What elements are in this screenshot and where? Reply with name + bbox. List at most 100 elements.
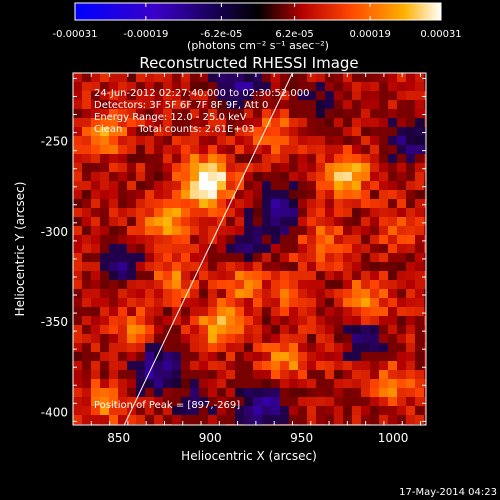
heatmap-cell xyxy=(271,136,281,146)
heatmap-cell xyxy=(127,190,137,200)
heatmap-cell xyxy=(388,316,398,326)
heatmap-cell xyxy=(109,334,119,344)
heatmap-cell xyxy=(397,325,407,335)
heatmap-cell xyxy=(136,343,146,353)
heatmap-cell xyxy=(343,199,353,209)
heatmap-cell xyxy=(154,406,164,416)
heatmap-cell xyxy=(271,280,281,290)
heatmap-cell xyxy=(415,298,425,308)
heatmap-cell xyxy=(199,145,209,155)
heatmap-cell xyxy=(73,271,83,281)
heatmap-cell xyxy=(334,262,344,272)
heatmap-cell xyxy=(136,334,146,344)
heatmap-cell xyxy=(388,217,398,227)
heatmap-cell xyxy=(100,289,110,299)
heatmap-cell xyxy=(199,280,209,290)
heatmap-cell xyxy=(262,397,272,407)
heatmap-cell xyxy=(361,253,371,263)
heatmap-cell xyxy=(163,100,173,110)
heatmap-cell xyxy=(352,235,362,245)
heatmap-cell xyxy=(208,163,218,173)
heatmap-cell xyxy=(145,163,155,173)
heatmap-cell xyxy=(145,226,155,236)
heatmap-cell xyxy=(181,100,191,110)
heatmap-cell xyxy=(307,334,317,344)
heatmap-cell xyxy=(370,226,380,236)
colorbar-unit-label: (photons cm⁻² s⁻¹ asec⁻²) xyxy=(187,39,329,52)
heatmap-cell xyxy=(271,73,281,83)
heatmap-cell xyxy=(334,127,344,137)
heatmap-cell xyxy=(388,343,398,353)
heatmap-cell xyxy=(325,73,335,83)
heatmap-cell xyxy=(127,316,137,326)
heatmap-cell xyxy=(136,145,146,155)
heatmap-cell xyxy=(73,145,83,155)
heatmap-cell xyxy=(307,226,317,236)
heatmap-cell xyxy=(325,271,335,281)
heatmap-cell xyxy=(73,136,83,146)
heatmap-cell xyxy=(181,307,191,317)
heatmap-cell xyxy=(397,73,407,83)
heatmap-cell xyxy=(127,298,137,308)
heatmap-cell xyxy=(100,298,110,308)
heatmap-cell xyxy=(271,307,281,317)
heatmap-cell xyxy=(163,190,173,200)
heatmap-cell xyxy=(334,271,344,281)
heatmap-cell xyxy=(82,361,92,371)
heatmap-cell xyxy=(379,190,389,200)
heatmap-cell xyxy=(424,307,426,317)
heatmap-cell xyxy=(145,307,155,317)
heatmap-cell xyxy=(154,127,164,137)
heatmap-cell xyxy=(397,154,407,164)
heatmap-cell xyxy=(163,172,173,182)
heatmap-cell xyxy=(136,154,146,164)
heatmap-cell xyxy=(217,145,227,155)
heatmap-cell xyxy=(118,370,128,380)
heatmap-cell xyxy=(100,181,110,191)
heatmap-cell xyxy=(244,145,254,155)
heatmap-cell xyxy=(262,343,272,353)
heatmap-cell xyxy=(280,415,290,425)
heatmap-cell xyxy=(82,406,92,416)
heatmap-cell xyxy=(289,253,299,263)
heatmap-cell xyxy=(190,163,200,173)
heatmap-cell xyxy=(127,91,137,101)
heatmap-cell xyxy=(172,406,182,416)
heatmap-cell xyxy=(262,73,272,83)
heatmap-cell xyxy=(244,397,254,407)
heatmap-cell xyxy=(109,118,119,128)
heatmap-cell xyxy=(244,289,254,299)
heatmap-cell xyxy=(118,226,128,236)
heatmap-cell xyxy=(190,127,200,137)
heatmap-cell xyxy=(163,253,173,263)
heatmap-cell xyxy=(82,91,92,101)
heatmap-cell xyxy=(343,352,353,362)
heatmap-cell xyxy=(226,244,236,254)
heatmap-cell xyxy=(163,262,173,272)
heatmap-cell xyxy=(217,280,227,290)
heatmap-cell xyxy=(235,73,245,83)
heatmap-cell xyxy=(334,361,344,371)
heatmap-cell xyxy=(316,262,326,272)
heatmap-cell xyxy=(73,253,83,263)
annotation-detectors: Detectors: 3F 5F 6F 7F 8F 9F, Att 0 xyxy=(94,100,268,111)
heatmap-cell xyxy=(307,190,317,200)
heatmap-cell xyxy=(280,379,290,389)
heatmap-cell xyxy=(172,136,182,146)
heatmap-cell xyxy=(379,109,389,119)
heatmap-cell xyxy=(235,370,245,380)
heatmap-cell xyxy=(118,235,128,245)
heatmap-cell xyxy=(253,316,263,326)
heatmap-cell xyxy=(397,244,407,254)
heatmap-cell xyxy=(370,370,380,380)
heatmap-cell xyxy=(217,334,227,344)
heatmap-cell xyxy=(82,217,92,227)
heatmap-cell xyxy=(181,145,191,155)
heatmap-cell xyxy=(253,262,263,272)
heatmap-cell xyxy=(163,208,173,218)
heatmap-cell xyxy=(163,217,173,227)
heatmap-cell xyxy=(388,352,398,362)
heatmap-cell xyxy=(199,235,209,245)
heatmap-cell xyxy=(145,244,155,254)
heatmap-cell xyxy=(325,406,335,416)
